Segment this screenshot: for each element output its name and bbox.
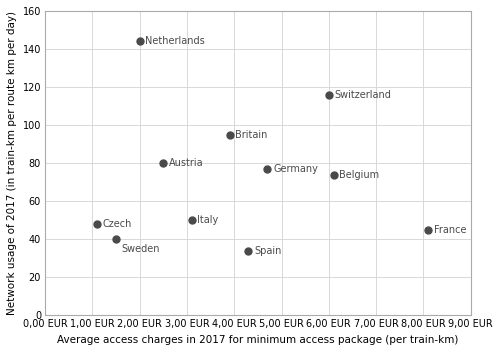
Text: Britain: Britain: [235, 130, 268, 140]
Point: [188, 218, 196, 223]
Text: Netherlands: Netherlands: [146, 36, 205, 46]
Text: Sweden: Sweden: [122, 244, 160, 254]
Point: [226, 132, 234, 137]
Point: [330, 172, 338, 177]
Text: France: France: [434, 225, 466, 235]
X-axis label: Average access charges in 2017 for minimum access package (per train-km): Average access charges in 2017 for minim…: [57, 335, 458, 345]
Text: Italy: Italy: [198, 215, 218, 225]
Point: [93, 221, 101, 227]
Point: [264, 166, 272, 172]
Point: [136, 39, 143, 44]
Y-axis label: Network usage of 2017 (in train-km per route km per day): Network usage of 2017 (in train-km per r…: [7, 11, 17, 315]
Text: Czech: Czech: [103, 219, 132, 229]
Point: [325, 92, 333, 98]
Point: [424, 227, 432, 233]
Text: Spain: Spain: [254, 246, 281, 256]
Point: [244, 248, 252, 253]
Text: Austria: Austria: [169, 158, 203, 168]
Point: [112, 237, 120, 242]
Point: [160, 160, 168, 166]
Text: Belgium: Belgium: [339, 170, 380, 180]
Text: Switzerland: Switzerland: [334, 90, 392, 100]
Text: Germany: Germany: [273, 164, 318, 174]
